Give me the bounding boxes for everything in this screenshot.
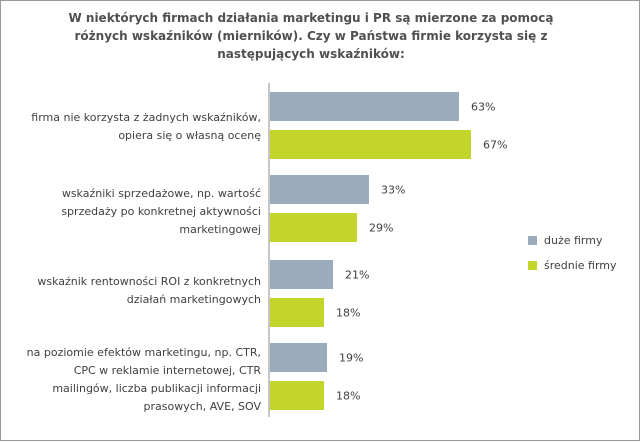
chart-title: W niektórych firmach działania marketing…	[68, 11, 554, 61]
bar-large-0	[270, 92, 459, 121]
category-label-sales-metrics: wskaźniki sprzedażowe, np. wartość sprze…	[61, 187, 261, 236]
data-label-large-1: 33%	[381, 184, 405, 197]
bar-medium-2	[270, 298, 324, 327]
data-label-medium-2: 18%	[336, 307, 360, 320]
bar-large-3	[270, 343, 327, 372]
bar-medium-0	[270, 130, 471, 159]
data-label-large-3: 19%	[339, 352, 363, 365]
legend-item-large-companies: duże firmy	[528, 233, 602, 247]
legend-swatch-medium-companies	[528, 260, 537, 270]
category-label-roi: wskaźnik rentowności ROI z konkretnych d…	[37, 275, 261, 306]
legend-swatch-large-companies	[528, 235, 537, 245]
data-label-large-0: 63%	[471, 101, 495, 114]
legend-label-medium-companies: średnie firmy	[544, 258, 617, 272]
bar-large-2	[270, 260, 333, 289]
data-label-large-2: 21%	[345, 269, 369, 282]
category-label-no-metrics: firma nie korzysta z żadnych wskaźników,…	[31, 111, 261, 142]
data-label-medium-0: 67%	[483, 139, 507, 152]
legend-item-medium-companies: średnie firmy	[528, 258, 617, 272]
data-label-medium-1: 29%	[369, 222, 393, 235]
legend-label-large-companies: duże firmy	[544, 233, 603, 247]
category-label-marketing-effects: na poziomie efektów marketingu, np. CTR,…	[26, 346, 261, 413]
bar-medium-1	[270, 213, 357, 242]
bar-medium-3	[270, 381, 324, 410]
bar-large-1	[270, 175, 369, 204]
data-label-medium-3: 18%	[336, 390, 360, 403]
